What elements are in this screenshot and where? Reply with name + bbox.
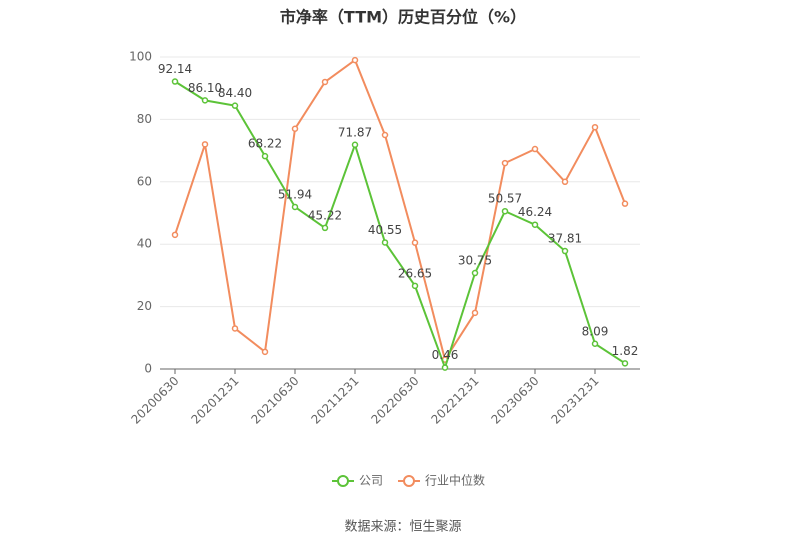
x-tick-label: 20221231 bbox=[429, 374, 482, 427]
data-point bbox=[561, 178, 569, 186]
legend-marker bbox=[337, 475, 349, 487]
data-point bbox=[411, 282, 419, 290]
data-label: 45.22 bbox=[308, 208, 342, 222]
data-point bbox=[501, 207, 509, 215]
data-point bbox=[381, 131, 389, 139]
data-label: 86.10 bbox=[188, 81, 222, 95]
chart-title: 市净率（TTM）历史百分位（%） bbox=[280, 8, 526, 27]
data-point bbox=[411, 239, 419, 246]
data-label: 50.57 bbox=[488, 192, 522, 206]
data-label: 1.82 bbox=[612, 344, 639, 358]
data-point bbox=[321, 78, 329, 86]
data-label: 71.87 bbox=[338, 125, 372, 139]
source: 数据来源：恒生聚源 bbox=[344, 520, 461, 535]
x-tick-label: 20231231 bbox=[549, 374, 602, 427]
data-point bbox=[291, 203, 299, 211]
data-point bbox=[231, 325, 239, 332]
data-point bbox=[531, 221, 539, 228]
x-tick-label: 20220630 bbox=[369, 374, 422, 427]
series-line bbox=[174, 58, 626, 363]
y-tick-label: 100 bbox=[129, 50, 152, 64]
data-point bbox=[321, 224, 329, 232]
y-tick-label: 60 bbox=[137, 174, 152, 188]
legend-item: 公司 bbox=[332, 474, 383, 488]
data-point bbox=[171, 231, 179, 239]
data-point bbox=[621, 360, 629, 367]
data-point bbox=[531, 145, 539, 153]
data-point bbox=[171, 78, 179, 85]
data-point bbox=[261, 152, 269, 160]
data-point bbox=[201, 97, 209, 104]
x-tick-label: 20200630 bbox=[129, 374, 182, 427]
data-label: 0.46 bbox=[432, 348, 459, 362]
data-label: 8.09 bbox=[582, 324, 609, 338]
y-tick-label: 20 bbox=[137, 299, 152, 313]
x-tick-label: 20211231 bbox=[309, 374, 362, 427]
data-label: 84.40 bbox=[218, 86, 252, 100]
data-label: 30.75 bbox=[458, 254, 492, 268]
data-point bbox=[561, 247, 569, 255]
x-tick-label: 20230630 bbox=[489, 374, 542, 427]
legend-marker bbox=[403, 475, 415, 487]
x-tick-label: 20201231 bbox=[189, 374, 242, 427]
data-point bbox=[351, 141, 359, 149]
data-label: 26.65 bbox=[398, 266, 432, 280]
data-point bbox=[381, 239, 389, 246]
data-label: 51.94 bbox=[278, 187, 312, 201]
data-point bbox=[471, 309, 479, 317]
data-point bbox=[201, 141, 209, 148]
data-point bbox=[621, 200, 629, 207]
data-point bbox=[471, 269, 479, 277]
y-tick-label: 40 bbox=[137, 237, 152, 251]
data-point bbox=[441, 364, 449, 371]
data-point bbox=[591, 123, 599, 131]
data-point bbox=[231, 102, 239, 109]
legend-item: 行业中位数 bbox=[398, 473, 485, 488]
x-tick-label: 20210630 bbox=[249, 374, 302, 427]
data-label: 92.14 bbox=[158, 62, 192, 76]
data-label: 46.24 bbox=[518, 205, 552, 219]
y-tick-label: 0 bbox=[144, 362, 152, 376]
y-tick-label: 80 bbox=[137, 112, 152, 126]
data-label: 40.55 bbox=[368, 223, 402, 237]
legend-label: 行业中位数 bbox=[425, 473, 485, 488]
data-label: 37.81 bbox=[548, 232, 582, 246]
data-label: 68.22 bbox=[248, 137, 282, 151]
legend-label: 公司 bbox=[359, 474, 383, 488]
series-line bbox=[174, 80, 626, 371]
data-point bbox=[291, 125, 299, 133]
data-point bbox=[591, 340, 599, 348]
data-point bbox=[501, 159, 509, 167]
data-point bbox=[351, 56, 359, 64]
data-point bbox=[261, 348, 269, 356]
